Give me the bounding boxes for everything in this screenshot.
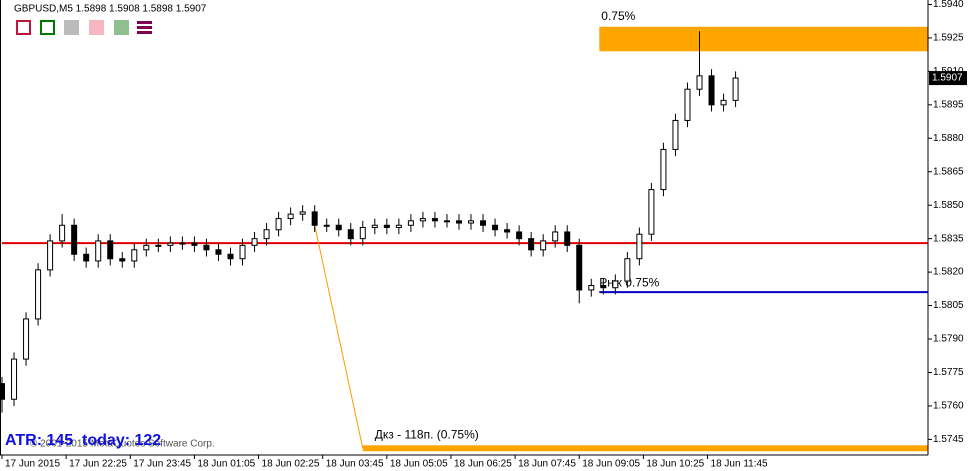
candle-body [143, 244, 150, 251]
candle-body [335, 224, 342, 231]
chart-title: GBPUSD,M5 1.5898 1.5908 1.5898 1.5907 [14, 4, 207, 15]
target-zone [599, 26, 928, 52]
candle-body [263, 229, 270, 240]
candle-body [71, 224, 78, 255]
y-tick-label: 1.5880 [933, 133, 964, 144]
candle-body [660, 148, 667, 191]
x-tick-label: 17 Jun 23:45 [133, 459, 191, 470]
candle-body [395, 224, 402, 228]
candle-body [239, 244, 246, 260]
candle-body [672, 119, 679, 150]
y-tick-label: 1.5805 [933, 300, 964, 311]
y-tick-label: 1.5745 [933, 434, 964, 445]
y-tick-label: 1.5925 [933, 33, 964, 44]
candle-body [431, 218, 438, 222]
candle-body [251, 238, 258, 246]
candle-body [528, 238, 535, 251]
candle-body [107, 240, 114, 260]
candle-body [59, 224, 66, 242]
candle-body [359, 227, 366, 240]
atr-text: ATR: 145 today: 122 [5, 432, 161, 449]
y-tick-label: 1.5850 [933, 200, 964, 211]
candle-body [636, 233, 643, 260]
x-tick-label: 18 Jun 02:25 [262, 459, 320, 470]
candle-body [732, 77, 739, 101]
trend-line [314, 225, 364, 449]
candle-body [443, 220, 450, 223]
candle-body [383, 224, 390, 228]
y-tick-label: 1.5865 [933, 166, 964, 177]
copyright: © 2001-2015 MetaQuotes Software Corp. [30, 439, 215, 450]
candle-body [11, 358, 18, 400]
x-tick-label: 18 Jun 06:25 [454, 459, 512, 470]
candle-body [287, 213, 294, 220]
candle-body [600, 284, 607, 289]
y-tick-label: 1.5895 [933, 99, 964, 110]
candle-body [371, 224, 378, 228]
candle-body [407, 220, 414, 226]
y-tick-label: 1.5790 [933, 334, 964, 345]
x-tick-label: 17 Jun 22:25 [69, 459, 127, 470]
y-tick-label: 1.5820 [933, 267, 964, 278]
x-tick-label: 18 Jun 11:45 [711, 459, 769, 470]
candle-body [299, 211, 306, 215]
candle-body [347, 229, 354, 240]
candle-body [468, 220, 475, 224]
candle-body [95, 240, 102, 262]
candle-body [588, 284, 595, 291]
x-tick-label: 18 Jun 01:05 [197, 459, 255, 470]
candle-body [119, 258, 126, 262]
candle-body [227, 253, 234, 260]
candle-body [455, 220, 462, 224]
y-tick-label: 1.5940 [933, 0, 964, 10]
x-tick-label: 18 Jun 10:25 [646, 459, 704, 470]
level-label: Дкз - 118п. (0.75%) [375, 427, 479, 441]
candle-body [155, 244, 162, 247]
candle-body [23, 318, 30, 360]
candle-body [179, 242, 186, 245]
x-tick-label: 17 Jun 2015 [5, 459, 60, 470]
x-tick-label: 18 Jun 07:45 [518, 459, 576, 470]
candle-body [648, 189, 655, 235]
x-tick-label: 18 Jun 03:45 [326, 459, 384, 470]
candle-body [215, 249, 222, 255]
candle-body [191, 242, 198, 246]
candle-body [684, 88, 691, 121]
candle-body [516, 231, 523, 240]
candle-body [612, 280, 619, 289]
x-tick-label: 18 Jun 09:05 [582, 459, 640, 470]
x-tick-label: 18 Jun 05:05 [390, 459, 448, 470]
price-tag-label: 1.5907 [932, 73, 963, 84]
y-tick-label: 1.5775 [933, 367, 964, 378]
candle-body [708, 75, 715, 106]
candle-body [419, 218, 426, 222]
candle-body [504, 229, 511, 233]
candle-body [576, 244, 583, 291]
candle-body [323, 224, 330, 227]
y-tick-label: 1.5760 [933, 401, 964, 412]
y-tick-label: 1.5835 [933, 233, 964, 244]
candle-body [540, 240, 547, 251]
candle-body [167, 242, 174, 246]
candle-body [564, 231, 571, 246]
candle-body [696, 75, 703, 90]
candle-body [35, 269, 42, 320]
candle-body [552, 231, 559, 242]
candle-body [203, 244, 210, 251]
candle-body [492, 224, 499, 231]
toolbar-icons [16, 20, 152, 35]
candle-body [311, 211, 318, 226]
candle-body [83, 253, 90, 262]
candle-body [275, 218, 282, 231]
candle-body [480, 220, 487, 226]
zone-label: 0.75% [601, 9, 635, 23]
candle-body [47, 240, 54, 271]
candle-body [624, 258, 631, 282]
candle-body [131, 249, 138, 262]
candle-body [0, 383, 5, 400]
price-tag [929, 71, 967, 86]
candle-body [720, 99, 727, 106]
